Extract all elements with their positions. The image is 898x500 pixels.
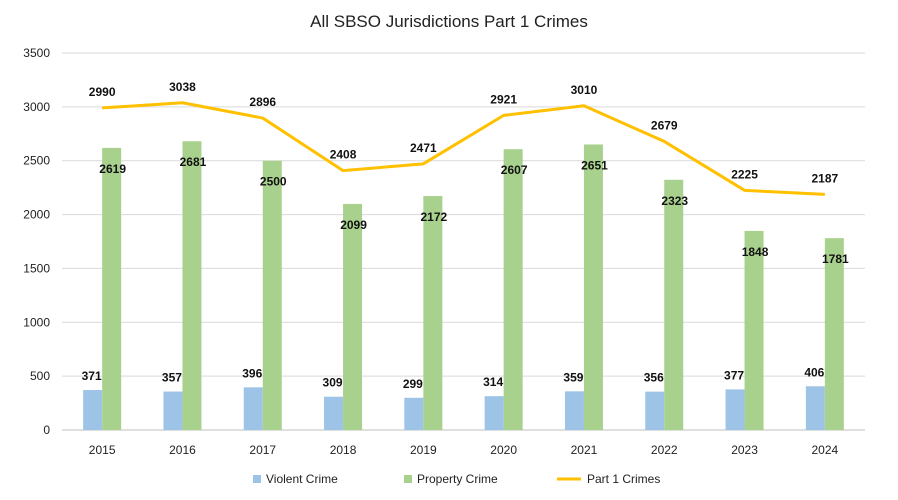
violent-crime-data-label: 299 <box>403 377 423 391</box>
chart-title: All SBSO Jurisdictions Part 1 Crimes <box>310 12 588 31</box>
violent-crime-bar <box>83 390 103 430</box>
x-tick-label: 2021 <box>571 443 598 457</box>
x-tick-label: 2017 <box>249 443 276 457</box>
violent-crime-bar <box>564 391 584 430</box>
legend-property-crime-label: Property Crime <box>417 472 498 486</box>
property-crime-data-label: 2651 <box>581 158 608 172</box>
y-tick-label: 3000 <box>23 100 50 114</box>
y-tick-label: 0 <box>43 423 50 437</box>
property-crime-bar <box>423 196 443 430</box>
violent-crime-data-label: 406 <box>804 365 824 379</box>
property-crime-data-label: 1848 <box>742 245 769 259</box>
part1-crimes-data-label: 2990 <box>89 85 116 99</box>
property-crime-bar <box>583 144 603 430</box>
property-crime-data-label: 1781 <box>822 252 849 266</box>
property-crime-data-label: 2099 <box>340 218 367 232</box>
violent-crime-data-label: 359 <box>563 370 583 384</box>
y-tick-label: 2500 <box>23 154 50 168</box>
x-tick-label: 2020 <box>490 443 517 457</box>
x-tick-label: 2022 <box>651 443 678 457</box>
property-crime-data-label: 2681 <box>180 155 207 169</box>
violent-crime-data-label: 357 <box>162 371 182 385</box>
violent-crime-data-label: 396 <box>242 366 262 380</box>
violent-crime-data-label: 309 <box>323 376 343 390</box>
property-crime-bar <box>343 203 363 430</box>
violent-crime-bar <box>243 387 263 430</box>
violent-crime-data-label: 314 <box>483 375 503 389</box>
property-crime-data-label: 2500 <box>260 175 287 189</box>
part1-crimes-data-label: 2679 <box>651 118 678 132</box>
violent-crime-data-label: 377 <box>724 368 744 382</box>
property-crime-data-label: 2172 <box>420 210 447 224</box>
violent-crime-bar <box>645 391 665 430</box>
part1-crimes-data-label: 3010 <box>571 83 598 97</box>
part1-crimes-data-label: 2921 <box>490 92 517 106</box>
violent-crime-bar <box>404 397 424 430</box>
property-crime-bar <box>102 147 122 430</box>
legend-violent-crime-label: Violent Crime <box>266 472 338 486</box>
part1-crimes-data-label: 3038 <box>169 80 196 94</box>
violent-crime-bar <box>484 396 504 430</box>
property-crime-bar <box>262 160 282 430</box>
y-tick-label: 1500 <box>23 261 50 275</box>
part1-crimes-data-label: 2896 <box>249 95 276 109</box>
property-crime-bar <box>182 141 202 430</box>
property-crime-data-label: 2323 <box>661 194 688 208</box>
property-crime-bar <box>664 179 684 430</box>
x-tick-label: 2018 <box>330 443 357 457</box>
y-tick-label: 2000 <box>23 208 50 222</box>
violent-crime-bar <box>805 386 825 430</box>
part1-crimes-line <box>102 101 825 196</box>
x-tick-label: 2019 <box>410 443 437 457</box>
legend-violent-crime-swatch <box>253 475 261 483</box>
part1-crimes-data-label: 2471 <box>410 141 437 155</box>
property-crime-bar <box>503 149 523 431</box>
property-crime-data-label: 2619 <box>99 162 126 176</box>
x-tick-label: 2015 <box>89 443 116 457</box>
violent-crime-data-label: 371 <box>82 369 102 383</box>
part1-crimes-data-label: 2408 <box>330 148 357 162</box>
violent-crime-bar <box>163 391 183 430</box>
part1-crimes-data-label: 2187 <box>811 171 838 185</box>
legend-part1-crimes-label: Part 1 Crimes <box>587 472 660 486</box>
y-tick-label: 1000 <box>23 315 50 329</box>
violent-crime-bar <box>324 396 344 430</box>
x-tick-label: 2024 <box>811 443 838 457</box>
property-crime-bar <box>824 238 844 430</box>
x-tick-label: 2016 <box>169 443 196 457</box>
property-crime-bar <box>744 230 764 430</box>
part1-crimes-data-label: 2225 <box>731 167 758 181</box>
y-tick-label: 500 <box>30 369 50 383</box>
violent-crime-bar <box>725 389 745 430</box>
y-tick-label: 3500 <box>23 46 50 60</box>
property-crime-data-label: 2607 <box>501 163 528 177</box>
x-tick-label: 2023 <box>731 443 758 457</box>
violent-crime-data-label: 356 <box>644 371 664 385</box>
legend-property-crime-swatch <box>404 475 412 483</box>
